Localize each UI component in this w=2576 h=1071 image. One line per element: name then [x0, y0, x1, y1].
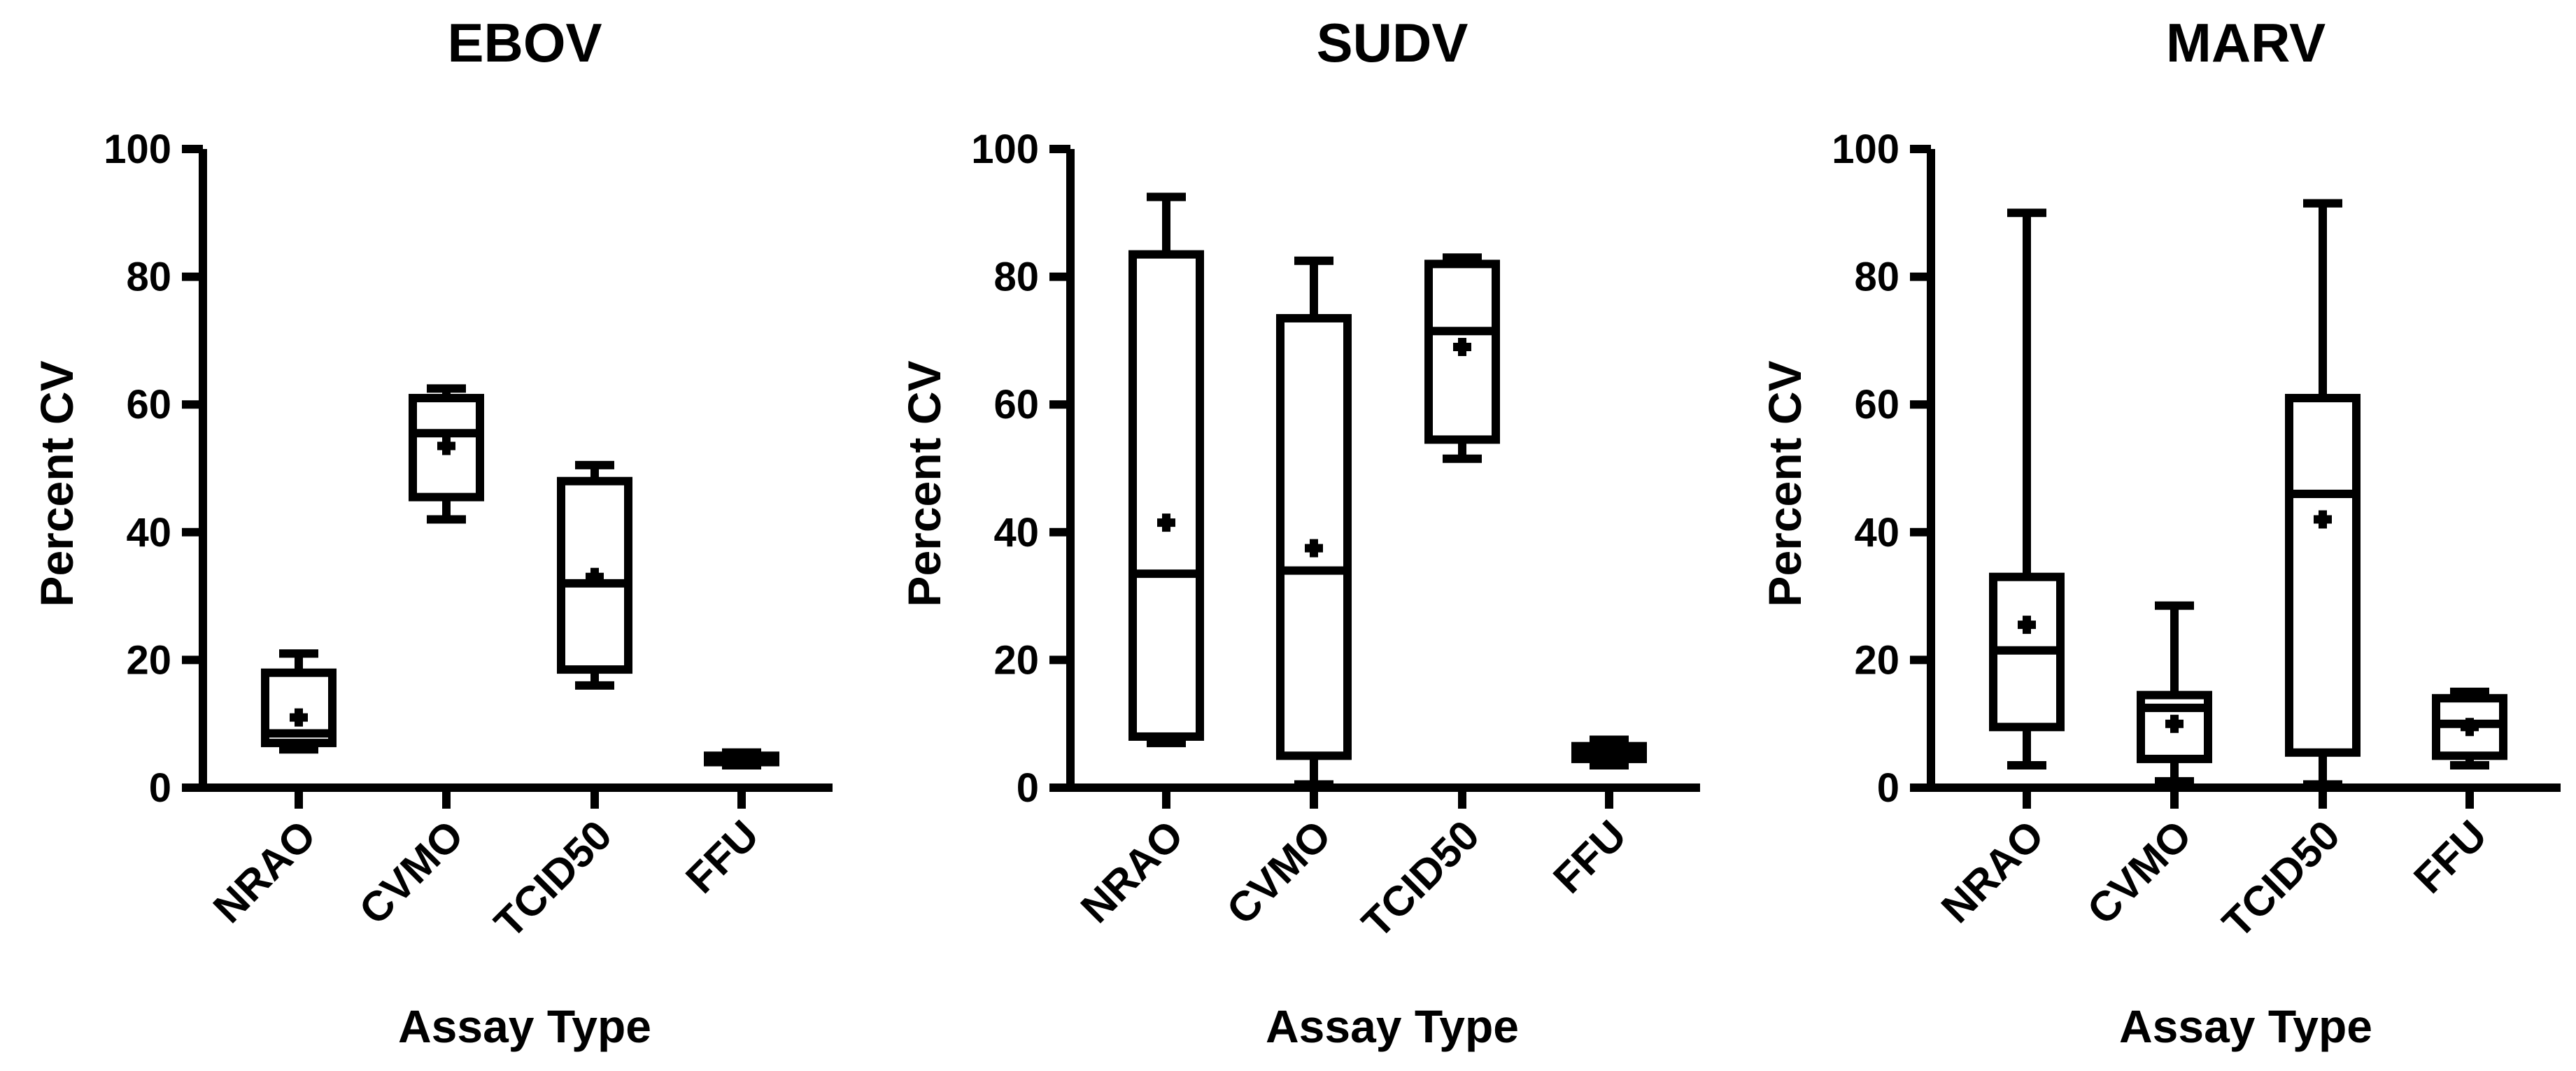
box-nrao: NRAO [204, 649, 337, 932]
mean-marker [290, 708, 308, 727]
y-tick-label: 80 [993, 255, 1039, 300]
y-tick-label: 0 [149, 765, 171, 811]
y-tick-label: 20 [126, 637, 171, 683]
x-tick-label: FFU [1544, 811, 1635, 902]
box-ffu: FFU [1544, 735, 1647, 902]
box-cvmo: CVMO [1218, 256, 1352, 934]
y-tick-label: 40 [1854, 510, 1899, 555]
y-axis-label: Percent CV [1759, 360, 1811, 607]
x-tick-label: TCID50 [2214, 811, 2349, 947]
y-axis-label: Percent CV [898, 360, 950, 607]
mean-marker [1157, 513, 1175, 532]
mean-marker [1305, 539, 1323, 558]
chart-title: EBOV [447, 12, 602, 73]
x-tick-label: TCID50 [1353, 811, 1489, 947]
mean-marker [2314, 510, 2332, 529]
iqr-box [1276, 313, 1352, 760]
y-tick-label: 100 [1832, 127, 1899, 172]
box-cvmo: CVMO [351, 384, 484, 934]
chart-title: MARV [2166, 12, 2326, 73]
y-tick-label: 0 [1877, 765, 1899, 811]
x-axis-label: Assay Type [2119, 1000, 2372, 1052]
y-tick-label: 40 [126, 510, 171, 555]
x-axis-label: Assay Type [1266, 1000, 1519, 1052]
x-tick-label: NRAO [1932, 811, 2053, 932]
box-ffu: FFU [2405, 688, 2507, 902]
chart-panel-ebov: EBOV Percent CV 0 20 40 60 80 100 NRAO CVMO TCID50… [31, 12, 833, 1052]
mean-marker [1453, 338, 1471, 357]
iqr-box [2285, 394, 2361, 757]
y-tick-label: 60 [126, 382, 171, 427]
y-tick-label: 80 [1854, 255, 1899, 300]
box-nrao: NRAO [1072, 192, 1204, 932]
y-tick-label: 20 [1854, 637, 1899, 683]
x-tick-label: CVMO [1218, 811, 1340, 934]
mean-marker [2018, 616, 2036, 634]
mean-marker [2165, 714, 2184, 733]
box-nrao: NRAO [1932, 208, 2065, 932]
chart-title: SUDV [1317, 12, 1469, 73]
x-tick-label: TCID50 [486, 811, 621, 947]
iqr-box [1128, 250, 1204, 741]
mean-marker [437, 437, 455, 455]
chart-panel-sudv: SUDV Percent CV 0 20 40 60 80 100 NRAO CVMO TCID50… [898, 12, 1700, 1052]
mean-marker [733, 749, 751, 768]
x-tick-label: NRAO [1072, 811, 1192, 932]
x-axis-label: Assay Type [398, 1000, 651, 1052]
x-tick-label: CVMO [351, 811, 473, 934]
box-cvmo: CVMO [2079, 601, 2212, 934]
mean-marker [2461, 718, 2479, 737]
box-tcid50: TCID50 [486, 460, 632, 947]
y-axis-label: Percent CV [31, 360, 83, 607]
chart-panel-marv: MARV Percent CV 0 20 40 60 80 100 NRAO CVMO TCID50… [1759, 12, 2561, 1052]
y-tick-label: 20 [993, 637, 1039, 683]
x-tick-label: FFU [677, 811, 767, 902]
mean-marker [586, 567, 604, 586]
x-tick-label: FFU [2405, 811, 2496, 902]
y-tick-label: 0 [1017, 765, 1039, 811]
y-tick-label: 100 [971, 127, 1039, 172]
y-tick-label: 80 [126, 255, 171, 300]
box-tcid50: TCID50 [1353, 253, 1500, 947]
y-tick-label: 40 [993, 510, 1039, 555]
y-tick-label: 100 [104, 127, 171, 172]
mean-marker [1600, 743, 1618, 762]
x-tick-label: NRAO [204, 811, 325, 932]
box-ffu: FFU [677, 748, 779, 902]
y-tick-label: 60 [1854, 382, 1899, 427]
y-tick-label: 60 [993, 382, 1039, 427]
x-tick-label: CVMO [2079, 811, 2201, 934]
box-tcid50: TCID50 [2214, 199, 2361, 947]
